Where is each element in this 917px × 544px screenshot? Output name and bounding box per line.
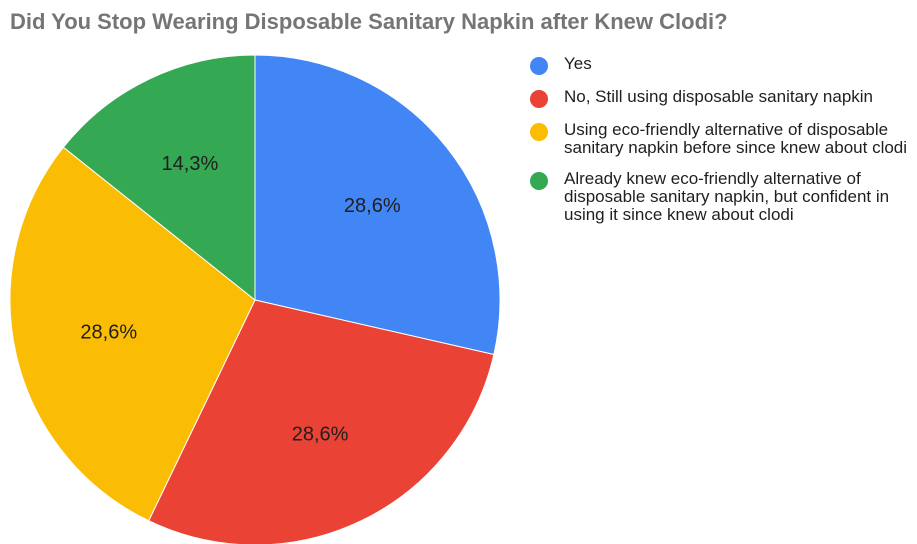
legend-dot-icon [530, 90, 548, 108]
legend-label: Using eco-friendly alternative of dispos… [564, 120, 908, 157]
legend: Yes No, Still using disposable sanitary … [530, 55, 915, 237]
legend-label: No, Still using disposable sanitary napk… [564, 87, 874, 106]
legend-label: Already knew eco-friendly alternative of… [564, 169, 890, 224]
legend-label: Yes [564, 54, 592, 73]
legend-dot-icon [530, 123, 548, 141]
pie-slice-1[interactable] [148, 299, 495, 544]
legend-dot-icon [530, 57, 548, 75]
legend-item-already-knew[interactable]: Already knew eco-friendly alternative of… [530, 170, 915, 224]
chart-title: Did You Stop Wearing Disposable Sanitary… [10, 9, 728, 34]
legend-item-eco-before[interactable]: Using eco-friendly alternative of dispos… [530, 121, 915, 157]
pie-slice-2[interactable] [9, 146, 256, 522]
slice-value-label-3: 14,3% [162, 153, 219, 175]
legend-item-no[interactable]: No, Still using disposable sanitary napk… [530, 88, 915, 108]
slice-value-label-0: 28,6% [344, 195, 401, 217]
slice-value-label-2: 28,6% [80, 322, 137, 344]
legend-item-yes[interactable]: Yes [530, 55, 915, 75]
pie-slice-3[interactable] [62, 54, 256, 302]
legend-dot-icon [530, 172, 548, 190]
slice-value-label-1: 28,6% [292, 423, 349, 445]
pie-slice-0[interactable] [254, 54, 501, 356]
